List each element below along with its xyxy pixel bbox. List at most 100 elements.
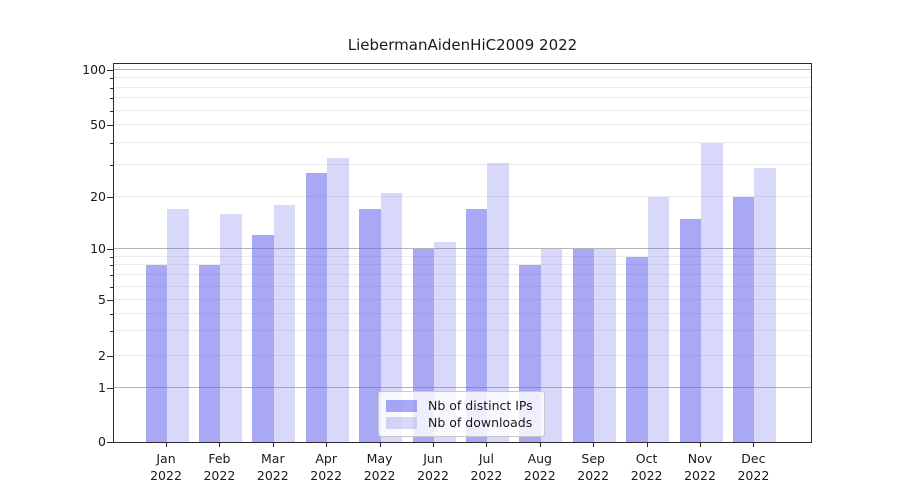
y-tick-label: 100 xyxy=(82,62,106,77)
y-gridline xyxy=(114,387,811,388)
y-minor-tick xyxy=(110,87,113,89)
y-gridline xyxy=(114,164,811,166)
y-gridline xyxy=(114,86,811,88)
x-tick-label: Oct 2022 xyxy=(630,451,663,483)
x-tick xyxy=(700,443,701,447)
y-tick xyxy=(107,442,113,443)
bar-apr-2022-nb-of-downloads xyxy=(327,157,349,442)
x-tick xyxy=(272,443,274,447)
y-gridline xyxy=(114,312,811,314)
bar-jan-2022-nb-of-distinct-ips xyxy=(145,265,167,442)
y-tick xyxy=(107,197,113,198)
y-gridline xyxy=(114,196,811,197)
x-tick xyxy=(593,443,595,447)
x-tick xyxy=(753,443,755,447)
bar-apr-2022-nb-of-distinct-ips xyxy=(305,173,328,442)
x-tick xyxy=(486,443,488,447)
bar-sep-2022-nb-of-downloads xyxy=(594,249,616,442)
x-tick-label: Jan 2022 xyxy=(150,451,182,483)
plot-area xyxy=(113,63,812,443)
y-tick xyxy=(107,356,113,357)
y-minor-tick xyxy=(110,256,113,258)
bar-jan-2022-nb-of-downloads xyxy=(167,209,189,442)
y-gridline xyxy=(114,97,811,99)
legend-label-downloads: Nb of downloads xyxy=(428,415,533,430)
bar-dec-2022-nb-of-distinct-ips xyxy=(732,197,755,442)
y-tick-label: 5 xyxy=(98,292,106,307)
y-tick-label: 2 xyxy=(98,348,106,363)
y-tick-label: 20 xyxy=(90,189,106,204)
y-gridline xyxy=(114,255,811,257)
x-tick-label: May 2022 xyxy=(363,451,396,483)
y-minor-tick xyxy=(110,110,113,112)
y-gridline xyxy=(114,264,811,266)
x-tick xyxy=(326,443,328,447)
y-minor-tick xyxy=(110,78,113,80)
bar-jul-2022-nb-of-downloads xyxy=(487,162,509,442)
y-gridline xyxy=(114,274,811,276)
x-tick-label: Aug 2022 xyxy=(523,451,556,483)
y-tick xyxy=(107,125,113,126)
x-tick-label: Jul 2022 xyxy=(470,451,503,483)
x-tick xyxy=(219,443,221,447)
x-tick xyxy=(379,443,381,447)
bar-aug-2022-nb-of-downloads xyxy=(540,249,563,442)
y-minor-tick xyxy=(110,98,113,100)
y-tick-label: 0 xyxy=(98,434,106,449)
y-gridline xyxy=(114,77,811,79)
legend: Nb of distinct IPs Nb of downloads xyxy=(378,391,545,437)
y-tick-label: 50 xyxy=(90,117,106,132)
y-gridline xyxy=(114,124,811,125)
chart-title: LiebermanAidenHiC2009 2022 xyxy=(347,36,578,54)
y-gridline xyxy=(114,248,811,249)
bar-jul-2022-nb-of-distinct-ips xyxy=(465,209,488,442)
x-tick-label: Dec 2022 xyxy=(737,451,770,483)
legend-swatch-downloads xyxy=(386,416,417,429)
x-tick xyxy=(539,443,541,447)
x-tick-label: Nov 2022 xyxy=(684,451,716,483)
y-gridline xyxy=(114,109,811,111)
y-tick xyxy=(107,70,113,71)
x-tick xyxy=(433,443,434,447)
bar-nov-2022-nb-of-distinct-ips xyxy=(679,218,701,442)
legend-label-distinct-ips: Nb of distinct IPs xyxy=(428,398,533,413)
bar-dec-2022-nb-of-downloads xyxy=(754,167,776,442)
y-minor-tick xyxy=(110,275,113,277)
x-tick-label: Apr 2022 xyxy=(310,451,343,483)
y-minor-tick xyxy=(110,142,113,144)
y-tick xyxy=(107,388,113,389)
y-minor-tick xyxy=(110,265,113,267)
y-minor-tick xyxy=(110,313,113,315)
bar-oct-2022-nb-of-distinct-ips xyxy=(626,256,648,442)
y-gridline xyxy=(114,141,811,143)
y-gridline xyxy=(114,69,811,70)
x-tick-label: Sep 2022 xyxy=(577,451,610,483)
x-tick-label: Jun 2022 xyxy=(417,451,449,483)
x-tick xyxy=(646,443,648,447)
bar-oct-2022-nb-of-downloads xyxy=(647,197,670,442)
bar-feb-2022-nb-of-downloads xyxy=(220,213,242,442)
y-gridline xyxy=(114,285,811,287)
legend-swatch-distinct-ips xyxy=(386,399,417,412)
x-tick-label: Mar 2022 xyxy=(256,451,289,483)
bar-nov-2022-nb-of-downloads xyxy=(701,142,723,442)
y-tick-label: 1 xyxy=(98,380,106,395)
y-tick xyxy=(107,249,113,250)
legend-entry-downloads: Nb of downloads xyxy=(386,415,536,430)
bar-feb-2022-nb-of-distinct-ips xyxy=(198,265,221,442)
y-gridline xyxy=(114,330,811,332)
y-gridline xyxy=(114,355,811,356)
y-minor-tick xyxy=(110,286,113,288)
bar-mar-2022-nb-of-distinct-ips xyxy=(252,235,274,442)
legend-entry-distinct-ips: Nb of distinct IPs xyxy=(386,398,536,413)
bar-mar-2022-nb-of-downloads xyxy=(273,204,296,442)
x-tick-label: Feb 2022 xyxy=(203,451,236,483)
bar-sep-2022-nb-of-distinct-ips xyxy=(572,249,595,442)
y-minor-tick xyxy=(110,165,113,167)
x-tick xyxy=(166,443,167,447)
bar-may-2022-nb-of-distinct-ips xyxy=(359,209,381,442)
y-tick xyxy=(107,300,113,301)
y-minor-tick xyxy=(110,331,113,333)
y-gridline xyxy=(114,299,811,300)
